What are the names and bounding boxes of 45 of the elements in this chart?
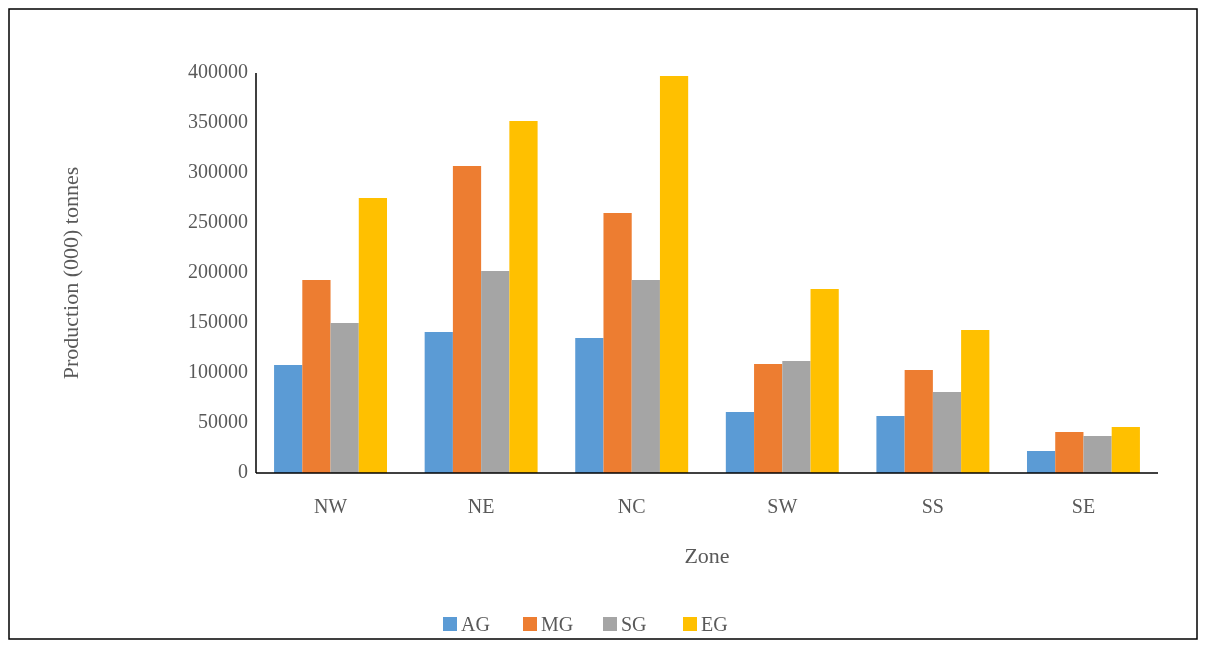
bar <box>358 198 388 473</box>
bar <box>603 213 632 473</box>
bar <box>481 271 510 473</box>
bar <box>1026 451 1056 473</box>
x-axis-title: Zone <box>684 543 730 568</box>
bar <box>452 166 482 473</box>
bar <box>782 361 811 473</box>
x-tick-label: SW <box>767 495 798 517</box>
bar <box>904 370 933 473</box>
y-tick-label: 400000 <box>188 59 248 82</box>
x-tick-label: NE <box>467 495 495 517</box>
y-tick-label: 250000 <box>188 209 248 232</box>
bar <box>876 416 905 473</box>
y-tick-label: 150000 <box>188 309 248 332</box>
bar <box>1055 432 1084 473</box>
legend-label: AG <box>461 613 490 635</box>
bar <box>509 121 538 473</box>
y-tick-label: 100000 <box>188 359 248 382</box>
bar <box>810 289 839 473</box>
bar <box>1083 436 1112 473</box>
y-tick-label: 350000 <box>188 109 248 132</box>
legend-label: MG <box>541 613 574 635</box>
y-tick-label: 200000 <box>188 259 248 282</box>
y-tick-label: 0 <box>238 459 248 482</box>
legend-label: SG <box>621 613 647 635</box>
y-tick-label: 50000 <box>198 409 248 432</box>
bar <box>1111 427 1140 473</box>
x-tick-label: SE <box>1071 495 1096 517</box>
bar <box>274 365 303 473</box>
bar <box>631 280 660 473</box>
bar <box>961 330 990 473</box>
y-axis-title: Production (000) tonnes <box>58 166 83 380</box>
y-tick-label: 300000 <box>188 159 248 182</box>
x-tick-label: NW <box>313 495 348 517</box>
bar <box>330 323 359 473</box>
bar <box>302 280 331 473</box>
bar <box>659 76 689 473</box>
bar <box>424 332 453 473</box>
bar <box>725 412 755 473</box>
x-tick-label: SS <box>921 495 944 517</box>
legend-label: EG <box>701 613 728 635</box>
x-tick-label: NC <box>617 495 646 517</box>
bar <box>932 392 962 473</box>
bar <box>754 364 783 473</box>
bar <box>575 338 604 473</box>
